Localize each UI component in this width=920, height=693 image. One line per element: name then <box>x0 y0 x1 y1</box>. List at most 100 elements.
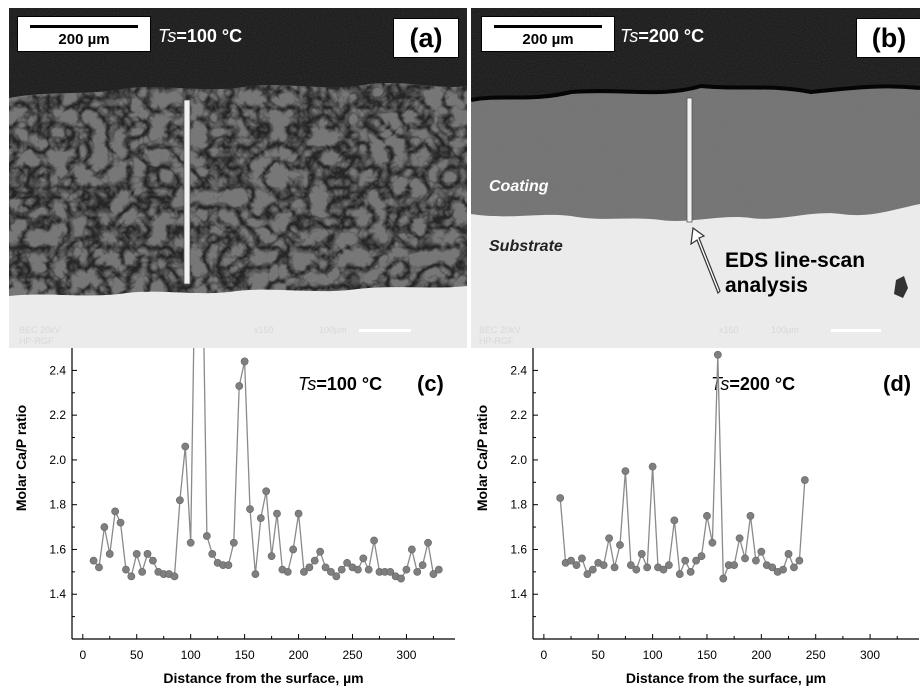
data-point <box>208 550 217 558</box>
data-point <box>637 550 646 558</box>
series-group <box>89 348 443 583</box>
sem-panel-a: 200 µm Ts=100 °C (a) BEC 20kV HP-RGF x15… <box>9 8 467 348</box>
data-point <box>305 563 314 572</box>
data-point <box>583 570 592 578</box>
y-tick-label: 1.8 <box>49 498 66 512</box>
y-tick-label: 2.0 <box>510 453 527 467</box>
y-tick-label: 2.2 <box>49 408 66 422</box>
eds-annotation-line1: EDS line-scan <box>725 249 866 272</box>
data-point <box>610 563 619 572</box>
y-tick-label: 1.4 <box>510 587 527 601</box>
data-point <box>632 565 641 574</box>
x-tick-label: 150 <box>697 648 717 662</box>
x-tick-label: 250 <box>342 648 362 662</box>
temperature-value: =100 °C <box>176 26 243 46</box>
data-point <box>397 574 405 583</box>
series-group <box>556 350 809 583</box>
scale-bar-line <box>494 25 602 28</box>
data-point <box>283 567 292 576</box>
data-point <box>89 556 98 565</box>
panel-letter-a: (a) <box>393 18 459 58</box>
data-point <box>643 563 652 572</box>
data-point <box>681 556 690 565</box>
micro-scale-bar-a <box>359 329 411 332</box>
data-point <box>429 570 438 578</box>
y-axis-label: Molar Ca/P ratio <box>13 405 29 511</box>
y-tick-label: 1.8 <box>510 498 527 512</box>
micro-scale-a: 100µm <box>319 325 347 335</box>
data-point <box>621 467 630 476</box>
data-point <box>343 558 352 567</box>
chart-background <box>465 348 920 693</box>
data-point <box>795 556 804 565</box>
scale-bar-b: 200 µm <box>481 16 615 52</box>
temperature-value: =200 °C <box>638 26 705 46</box>
x-tick-label: 150 <box>235 648 255 662</box>
eds-annotation-line2: analysis <box>725 274 808 297</box>
micro-scale-bar-b <box>831 329 881 332</box>
data-point <box>588 565 597 574</box>
chart-c: 1.4 1.6 1.8 2.0 2.2 2.4 0 50 100 150 200 250 300 Dist… <box>0 348 465 693</box>
x-tick-label: 250 <box>806 648 826 662</box>
data-point <box>735 534 744 543</box>
data-point <box>327 567 335 576</box>
temperature-label-b: Ts=200 °C <box>620 26 704 47</box>
data-point <box>181 442 190 451</box>
data-point <box>402 565 411 574</box>
micro-info-b-2: HP-RGF <box>479 336 514 346</box>
micro-info-b: BEC 20kV <box>479 325 521 335</box>
data-point <box>202 532 211 540</box>
y-axis-label: Molar Ca/P ratio <box>474 405 490 511</box>
x-tick-label: 200 <box>751 648 771 662</box>
data-point <box>418 561 427 570</box>
data-point <box>800 476 809 484</box>
data-point <box>321 563 330 572</box>
scale-bar-line <box>30 25 138 28</box>
data-point <box>407 545 416 554</box>
data-point <box>337 565 346 574</box>
data-point <box>111 507 120 516</box>
data-point <box>556 494 565 502</box>
data-point <box>752 556 760 565</box>
temperature-annotation: Ts=100 °C <box>298 374 382 394</box>
x-tick-label: 100 <box>181 648 201 662</box>
data-point <box>289 545 298 554</box>
data-point <box>332 572 341 581</box>
data-point <box>713 350 722 359</box>
data-point <box>757 547 766 556</box>
data-point <box>143 550 152 558</box>
data-point <box>359 554 368 563</box>
scale-bar-label: 200 µm <box>58 31 110 48</box>
data-point <box>170 572 179 581</box>
data-point <box>790 563 798 572</box>
x-tick-label: 200 <box>289 648 309 662</box>
y-tick-label: 2.0 <box>49 453 66 467</box>
temperature-symbol: Ts <box>298 374 316 394</box>
data-point <box>697 552 706 561</box>
data-point <box>719 574 728 583</box>
x-axis-label: Distance from the surface, µm <box>626 670 826 686</box>
data-point <box>616 541 624 549</box>
data-point <box>730 561 739 570</box>
scale-bar-label: 200 µm <box>522 31 574 48</box>
x-tick-label: 0 <box>79 648 86 662</box>
x-tick-label: 0 <box>541 648 548 662</box>
y-tick-label: 2.2 <box>510 408 527 422</box>
data-point <box>273 509 281 518</box>
data-point <box>779 565 787 574</box>
data-point <box>686 567 695 576</box>
sem-image-a <box>9 8 467 348</box>
data-point <box>692 556 700 565</box>
data-point <box>300 567 308 576</box>
data-point <box>708 538 717 547</box>
data-point <box>316 547 325 556</box>
data-point <box>175 496 184 505</box>
x-tick-label: 50 <box>130 648 144 662</box>
data-point <box>434 565 443 574</box>
temperature-value: =200 °C <box>729 374 795 394</box>
data-point <box>256 514 265 523</box>
data-point <box>354 565 362 574</box>
data-point <box>235 382 244 390</box>
data-point <box>746 511 755 520</box>
data-point <box>267 552 276 561</box>
